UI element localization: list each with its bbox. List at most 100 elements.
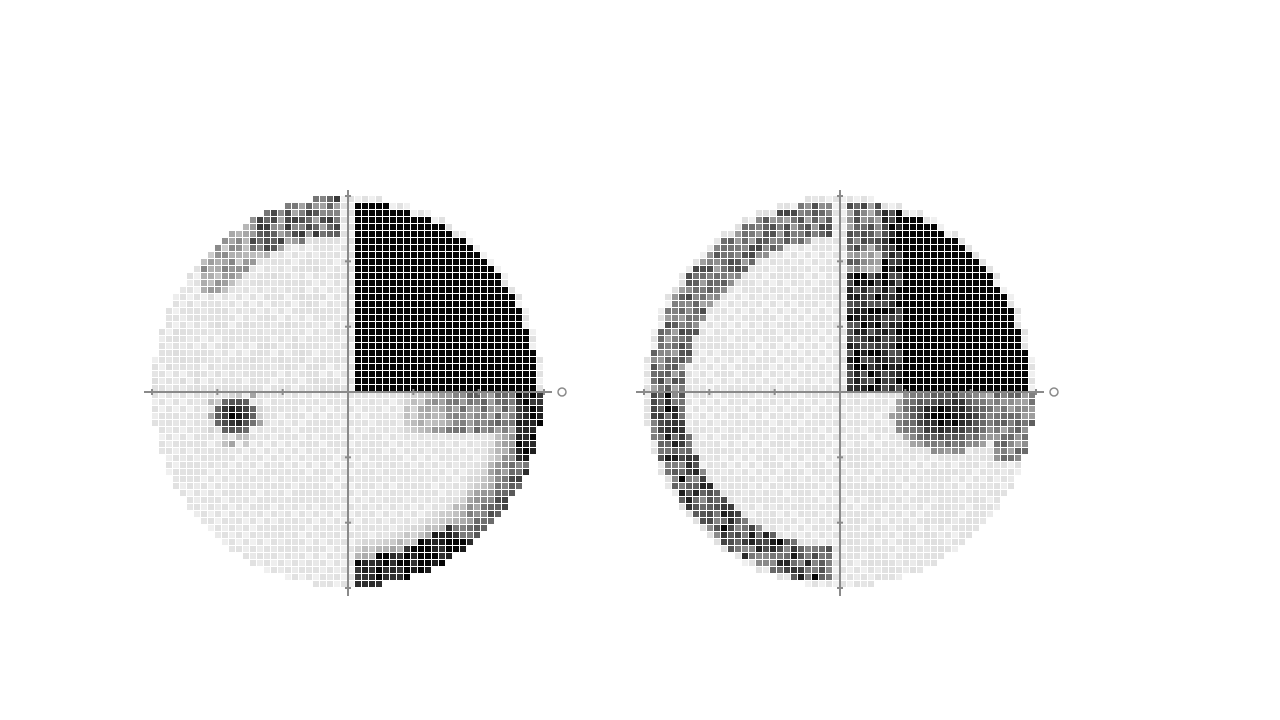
field-cell — [714, 483, 720, 489]
field-cell — [502, 427, 508, 433]
field-cell — [453, 406, 459, 412]
field-cell — [509, 483, 515, 489]
field-cell — [404, 308, 410, 314]
field-cell — [945, 497, 951, 503]
field-cell — [910, 231, 916, 237]
field-cell — [236, 301, 242, 307]
field-cell — [537, 357, 543, 363]
field-cell — [812, 224, 818, 230]
field-cell — [868, 546, 874, 552]
field-cell — [763, 238, 769, 244]
field-cell — [672, 315, 678, 321]
field-cell — [320, 322, 326, 328]
field-cell — [215, 322, 221, 328]
field-cell — [784, 371, 790, 377]
field-cell — [355, 210, 361, 216]
field-cell — [229, 385, 235, 391]
field-cell — [194, 413, 200, 419]
field-cell — [679, 280, 685, 286]
field-cell — [523, 350, 529, 356]
field-cell — [658, 420, 664, 426]
field-cell — [488, 427, 494, 433]
field-cell — [854, 539, 860, 545]
field-cell — [369, 413, 375, 419]
field-cell — [446, 392, 452, 398]
field-cell — [278, 441, 284, 447]
field-cell — [826, 224, 832, 230]
field-cell — [313, 287, 319, 293]
field-cell — [735, 364, 741, 370]
field-cell — [264, 231, 270, 237]
field-cell — [742, 308, 748, 314]
field-cell — [700, 322, 706, 328]
field-cell — [257, 329, 263, 335]
field-cell — [523, 315, 529, 321]
field-cell — [924, 273, 930, 279]
field-cell — [257, 385, 263, 391]
field-cell — [728, 343, 734, 349]
field-cell — [250, 336, 256, 342]
field-cell — [665, 392, 671, 398]
field-cell — [910, 210, 916, 216]
field-cell — [523, 364, 529, 370]
field-cell — [763, 350, 769, 356]
field-cell — [173, 448, 179, 454]
field-cell — [910, 483, 916, 489]
field-cell — [523, 385, 529, 391]
field-cell — [467, 252, 473, 258]
field-cell — [875, 294, 881, 300]
field-cell — [973, 364, 979, 370]
field-cell — [672, 294, 678, 300]
field-cell — [411, 476, 417, 482]
field-cell — [805, 238, 811, 244]
field-cell — [826, 504, 832, 510]
field-cell — [481, 287, 487, 293]
field-cell — [910, 392, 916, 398]
field-cell — [903, 364, 909, 370]
field-cell — [250, 420, 256, 426]
field-cell — [439, 343, 445, 349]
field-cell — [798, 546, 804, 552]
field-cell — [987, 427, 993, 433]
field-cell — [651, 427, 657, 433]
field-cell — [763, 266, 769, 272]
field-cell — [460, 350, 466, 356]
field-cell — [917, 322, 923, 328]
field-cell — [292, 497, 298, 503]
field-cell — [742, 518, 748, 524]
field-cell — [798, 287, 804, 293]
field-cell — [201, 518, 207, 524]
field-cell — [749, 273, 755, 279]
field-cell — [889, 315, 895, 321]
field-cell — [854, 350, 860, 356]
field-cell — [327, 413, 333, 419]
field-cell — [959, 483, 965, 489]
field-cell — [488, 392, 494, 398]
field-cell — [173, 469, 179, 475]
field-cell — [411, 469, 417, 475]
field-cell — [418, 518, 424, 524]
field-cell — [250, 399, 256, 405]
field-cell — [756, 420, 762, 426]
field-cell — [369, 427, 375, 433]
field-cell — [924, 462, 930, 468]
field-cell — [467, 392, 473, 398]
field-cell — [686, 427, 692, 433]
field-cell — [896, 266, 902, 272]
field-cell — [798, 378, 804, 384]
field-cell — [495, 399, 501, 405]
field-cell — [278, 231, 284, 237]
field-cell — [756, 462, 762, 468]
field-cell — [882, 210, 888, 216]
field-cell — [530, 406, 536, 412]
field-cell — [313, 448, 319, 454]
field-cell — [889, 392, 895, 398]
field-cell — [952, 406, 958, 412]
field-cell — [903, 371, 909, 377]
field-cell — [980, 511, 986, 517]
field-cell — [362, 553, 368, 559]
field-cell — [250, 301, 256, 307]
field-cell — [285, 364, 291, 370]
field-cell — [805, 441, 811, 447]
field-cell — [833, 413, 839, 419]
